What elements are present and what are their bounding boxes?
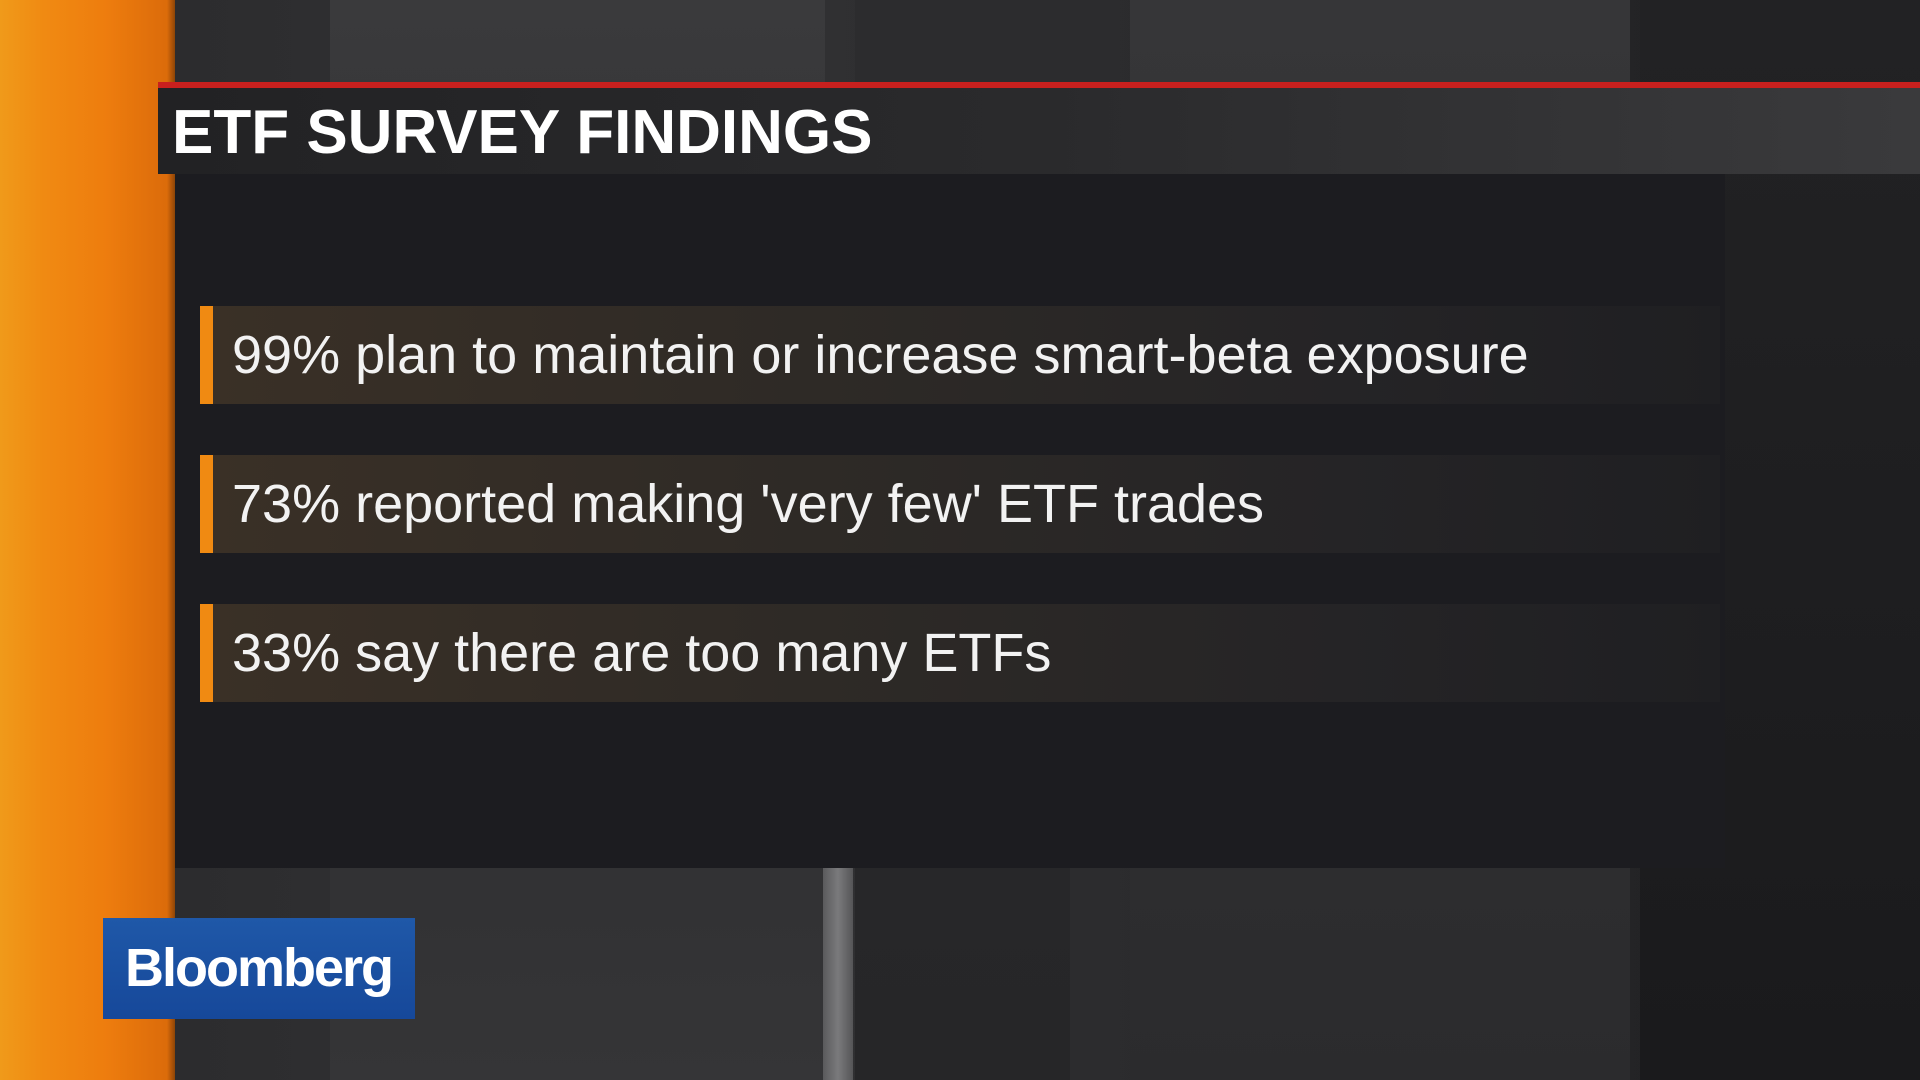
bloomberg-logo: Bloomberg [103,918,415,1019]
graphic-title: ETF SURVEY FINDINGS [172,98,873,167]
finding-item: 33% say there are too many ETFs [200,604,1720,702]
logo-text: Bloomberg [125,938,394,998]
studio-background-pole [823,865,853,1080]
findings-panel: 99% plan to maintain or increase smart-b… [175,174,1725,868]
orange-side-bar [0,0,175,1080]
finding-item: 99% plan to maintain or increase smart-b… [200,306,1720,404]
finding-accent-bar [200,604,213,702]
finding-item: 73% reported making 'very few' ETF trade… [200,455,1720,553]
title-bar: ETF SURVEY FINDINGS [158,82,1920,174]
finding-text: 99% plan to maintain or increase smart-b… [232,325,1529,385]
finding-accent-bar [200,306,213,404]
finding-text: 73% reported making 'very few' ETF trade… [232,474,1265,534]
finding-accent-bar [200,455,213,553]
finding-text: 33% say there are too many ETFs [232,623,1052,683]
